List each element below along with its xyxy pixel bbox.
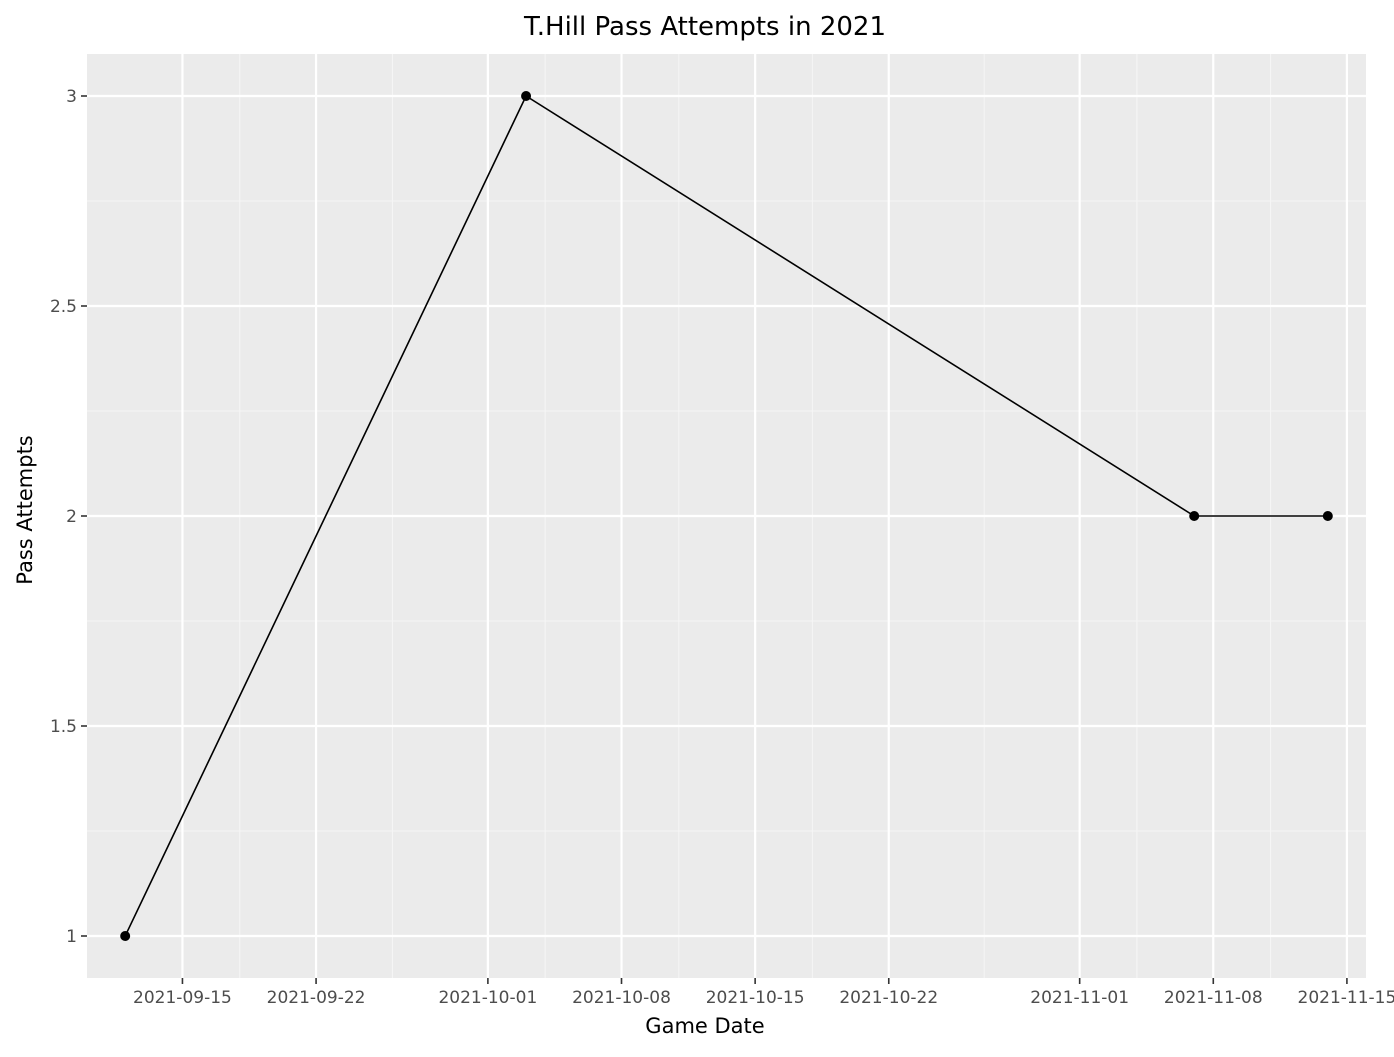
x-tick-label: 2021-09-15	[133, 988, 232, 1008]
x-tick-label: 2021-11-15	[1298, 988, 1394, 1008]
data-point	[120, 931, 131, 941]
series-lines	[124, 94, 1328, 937]
x-tick-label: 2021-11-08	[1164, 988, 1263, 1008]
data-point	[1189, 511, 1200, 521]
y-tick-label: 1.5	[50, 717, 77, 737]
y-tick-label: 1	[66, 927, 77, 947]
data-point	[1322, 511, 1333, 521]
chart-title: T.Hill Pass Attempts in 2021	[523, 12, 886, 42]
data-point	[521, 91, 532, 101]
x-tick-label: 2021-09-22	[267, 988, 366, 1008]
y-axis-title: Pass Attempts	[13, 435, 37, 585]
series-line	[124, 94, 1328, 937]
x-tick-label: 2021-10-22	[839, 988, 938, 1008]
axis-ticks	[81, 95, 1348, 984]
x-tick-label: 2021-10-15	[706, 988, 805, 1008]
major-gridlines	[87, 54, 1366, 978]
y-tick-label: 2.5	[50, 297, 77, 317]
y-tick-label: 3	[66, 87, 77, 107]
x-tick-label: 2021-11-01	[1030, 988, 1129, 1008]
y-tick-label: 2	[66, 507, 77, 527]
x-tick-label: 2021-10-01	[438, 988, 537, 1008]
y-axis-tick-labels: 1 1.5 2 2.5 3	[50, 87, 77, 947]
x-tick-label: 2021-10-08	[572, 988, 671, 1008]
x-axis-title: Game Date	[645, 1014, 764, 1038]
x-axis-tick-labels: 2021-09-15 2021-09-22 2021-10-01 2021-10-08…	[133, 988, 1394, 1008]
series-points	[120, 91, 1333, 941]
